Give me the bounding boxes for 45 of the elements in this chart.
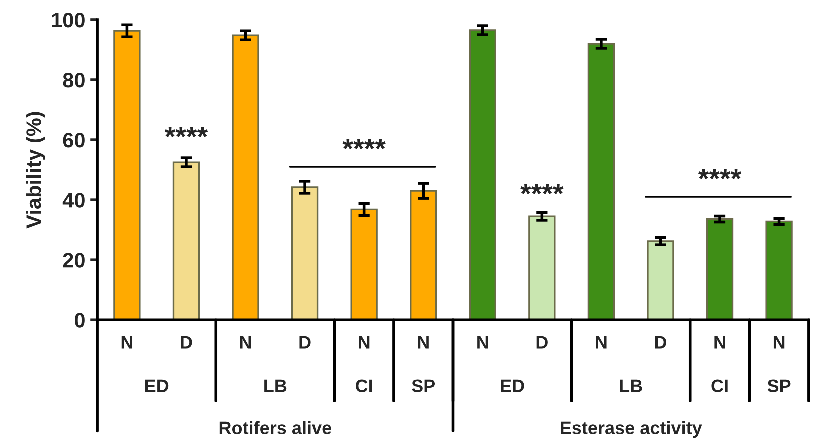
bar — [588, 43, 616, 320]
x-tick-label: N — [714, 336, 726, 349]
text: CI — [712, 380, 728, 393]
y-tick-label: 100 — [52, 12, 85, 28]
annotation: **** — [342, 139, 386, 150]
y-tick-label: 80 — [63, 73, 85, 88]
y-tick-label: 60 — [63, 133, 85, 148]
bar — [528, 216, 556, 320]
text: LB — [264, 380, 287, 392]
text: SP — [412, 380, 436, 393]
x-tick-label: D — [181, 336, 192, 349]
y-tick-label: 40 — [62, 193, 85, 208]
bar — [410, 190, 438, 320]
text: SP — [768, 380, 791, 393]
y-axis-title: Viability (%) — [26, 112, 46, 229]
bar — [766, 220, 793, 320]
bar — [647, 240, 674, 320]
text: LB — [620, 380, 642, 392]
x-tick-label: N — [596, 336, 607, 349]
y-tick-label: 20 — [63, 253, 85, 268]
annotation: **** — [698, 169, 742, 180]
x-tick-label: N — [774, 336, 785, 349]
y-tick-label: 0 — [74, 313, 85, 328]
x-tick-label: N — [418, 336, 429, 349]
text: CI — [356, 380, 372, 393]
bar — [350, 208, 378, 320]
x-tick-label: N — [122, 336, 133, 349]
bar — [706, 218, 734, 320]
text: ED — [146, 380, 169, 392]
x-tick-label: N — [359, 336, 370, 349]
bar — [114, 30, 141, 320]
x-tick-label: D — [300, 336, 311, 349]
text: ED — [501, 380, 524, 392]
bar — [232, 34, 260, 320]
annotation: **** — [520, 184, 564, 195]
bar — [291, 186, 319, 320]
bar — [469, 30, 496, 320]
text: Esterase activity — [561, 421, 702, 438]
x-tick-label: N — [478, 336, 488, 349]
annotation: **** — [164, 127, 208, 138]
x-tick-label: N — [240, 336, 252, 349]
x-tick-label: D — [655, 336, 666, 349]
bar — [172, 162, 200, 320]
x-tick-label: D — [536, 336, 548, 349]
text: Rotifers alive — [220, 421, 332, 435]
